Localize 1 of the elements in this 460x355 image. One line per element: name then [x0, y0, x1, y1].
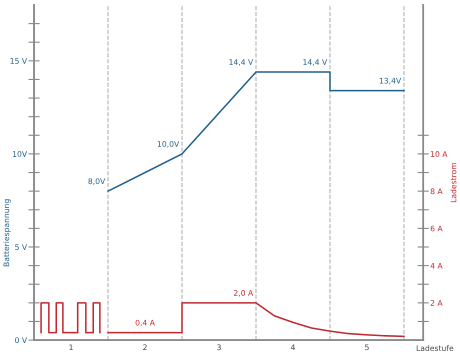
line-series: [107, 71, 405, 192]
